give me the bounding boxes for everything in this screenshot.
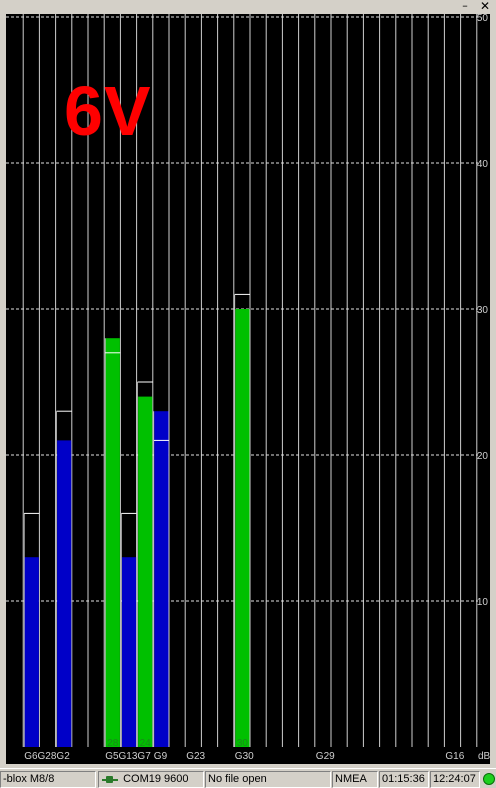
close-icon[interactable]: ✕ (479, 0, 491, 13)
status-bar: -blox M8/8 COM19 9600 No file open NMEA … (0, 768, 496, 788)
title-bar: – ✕ (0, 0, 496, 14)
y-tick-label: 30 (477, 305, 489, 316)
status-led-icon (483, 773, 495, 785)
elapsed-time: 01:15:36 (382, 773, 425, 785)
elapsed-pane: 01:15:36 (379, 771, 429, 788)
port-pane[interactable]: COM19 9600 (98, 771, 204, 788)
bar-value-label: 30 (237, 738, 249, 749)
y-tick-label: 50 (477, 14, 489, 24)
chart-svg: 10 20 30 40 50 28 24 30 G6G28G2 G5G13G7 G9 G23 G30 G2… (6, 13, 491, 762)
signal-bar (57, 440, 72, 747)
x-tick-label: G23 (186, 751, 205, 762)
signal-bar (105, 338, 120, 747)
clock-pane: 12:24:07 (430, 771, 480, 788)
x-tick-label: G29 (316, 751, 335, 762)
x-tick-label: G5G13G7 (105, 751, 151, 762)
y-tick-label: 40 (477, 159, 489, 170)
clock-time: 12:24:07 (433, 773, 476, 785)
overlay-annotation: 6V (64, 72, 152, 150)
receiver-pane: -blox M8/8 (0, 771, 96, 788)
y-tick-label: 10 (477, 597, 489, 608)
bar-value-label: 24 (140, 738, 152, 749)
x-tick-label: G30 (235, 751, 254, 762)
receiver-label: -blox M8/8 (3, 773, 55, 785)
signal-bar (138, 396, 153, 747)
y-tick-label: 20 (477, 451, 489, 462)
y-axis-unit-label: dB (478, 751, 490, 762)
x-tick-label: G6G28G2 (24, 751, 70, 762)
signal-strength-chart: 10 20 30 40 50 28 24 30 G6G28G2 G5G13G7 G9 G23 G30 G2… (6, 13, 491, 764)
signal-bar (121, 557, 137, 747)
bar-value-label: 28 (107, 738, 119, 749)
minimize-icon[interactable]: – (462, 0, 468, 12)
signal-bar (154, 411, 169, 747)
serial-port-icon (102, 775, 118, 784)
port-label: COM19 9600 (123, 773, 189, 785)
signal-bar (235, 309, 250, 747)
file-label: No file open (208, 773, 267, 785)
protocol-pane: NMEA (332, 771, 378, 788)
file-pane: No file open (205, 771, 331, 788)
satellite-view-window: 10 20 30 40 50 28 24 30 G6G28G2 G5G13G7 G9 G23 G30 G2… (0, 13, 496, 766)
signal-bar (24, 557, 39, 747)
x-tick-label: G16 (445, 751, 464, 762)
x-tick-label: G9 (154, 751, 168, 762)
protocol-label: NMEA (335, 773, 367, 785)
